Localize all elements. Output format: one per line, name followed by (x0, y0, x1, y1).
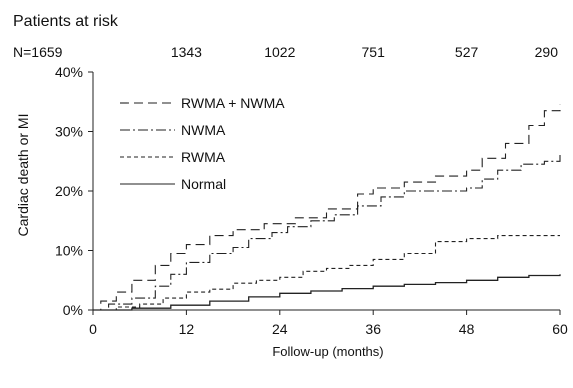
at-risk-row: N=1659 1343 1022 751 527 290 (13, 44, 558, 60)
patients-at-risk-title: Patients at risk (13, 13, 119, 30)
axes: 0% 10% 20% 30% 40% 0 12 24 36 48 60 (55, 64, 568, 337)
legend-label-rwma: RWMA (181, 149, 226, 165)
y-axis-label: Cardiac death or MI (15, 114, 31, 237)
series-line-rwma (93, 235, 560, 311)
legend-label-nwma: NWMA (181, 122, 226, 138)
series-line-nwma (93, 152, 561, 311)
x-tick-label: 0 (89, 321, 97, 337)
y-tick-label: 40% (55, 64, 83, 80)
legend-label-normal: Normal (181, 176, 226, 192)
x-tick-label: 36 (365, 321, 381, 337)
y-tick-label: 0% (63, 302, 83, 318)
legend: RWMA + NWMA NWMA RWMA Normal (120, 95, 285, 192)
x-tick-label: 12 (179, 321, 195, 337)
series-lines (93, 104, 561, 311)
at-risk-count: 751 (362, 44, 386, 60)
at-risk-count: 1022 (264, 44, 295, 60)
legend-label-rwma-nwma: RWMA + NWMA (181, 95, 285, 111)
at-risk-count: 527 (455, 44, 479, 60)
x-tick-label: 60 (552, 321, 568, 337)
series-line-normal (93, 274, 561, 311)
x-tick-label: 48 (459, 321, 475, 337)
x-tick-label: 24 (272, 321, 288, 337)
at-risk-count: 290 (535, 44, 559, 60)
y-tick-label: 20% (55, 183, 83, 199)
y-tick-label: 10% (55, 243, 83, 259)
at-risk-count: 1343 (171, 44, 202, 60)
x-axis-label: Follow-up (months) (272, 344, 383, 359)
y-tick-label: 30% (55, 124, 83, 140)
at-risk-count: N=1659 (13, 44, 63, 60)
series-line-rwma-nwma (93, 104, 561, 311)
